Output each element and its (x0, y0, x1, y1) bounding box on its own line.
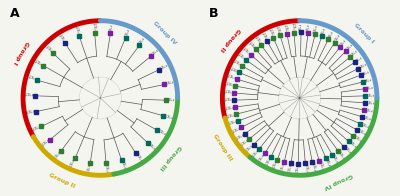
Text: LjCBL.x: LjCBL.x (364, 108, 374, 114)
Text: LjCBL.x: LjCBL.x (366, 93, 375, 98)
Text: LjCBL.x: LjCBL.x (108, 23, 114, 33)
Text: LjCBL.x: LjCBL.x (291, 23, 296, 33)
Text: Group II: Group II (48, 173, 76, 189)
Text: Group III: Group III (159, 143, 182, 170)
Text: LjCBL.x: LjCBL.x (25, 93, 34, 98)
Text: A: A (10, 7, 19, 20)
Text: LjCBL.x: LjCBL.x (226, 112, 236, 119)
Text: LjCBL.x: LjCBL.x (34, 59, 44, 67)
Text: LjCBL.x: LjCBL.x (147, 142, 156, 151)
Text: LjCBL.x: LjCBL.x (58, 34, 66, 44)
Text: LjCBL.x: LjCBL.x (318, 160, 324, 170)
Text: LjCBL.x: LjCBL.x (224, 98, 234, 103)
Text: LjCBL.x: LjCBL.x (44, 45, 54, 54)
Text: LjCBL.x: LjCBL.x (120, 160, 126, 170)
Text: Group I: Group I (354, 22, 375, 44)
Text: LjCBL.x: LjCBL.x (230, 67, 240, 74)
Text: LjCBL.x: LjCBL.x (26, 110, 36, 115)
Text: LjCBL.x: LjCBL.x (150, 49, 160, 57)
Text: LjCBL.x: LjCBL.x (225, 105, 235, 111)
Text: LjCBL.x: LjCBL.x (225, 82, 235, 88)
Text: LjCBL.x: LjCBL.x (245, 143, 255, 153)
Text: LjCBL.x: LjCBL.x (352, 134, 362, 143)
Text: LjCBL.x: LjCBL.x (258, 153, 266, 163)
Text: B: B (209, 7, 218, 20)
Text: LjCBL.x: LjCBL.x (280, 162, 286, 172)
Text: LjCBL.x: LjCBL.x (232, 126, 242, 134)
Text: LjCBL.x: LjCBL.x (360, 122, 370, 129)
Text: LjCBL.x: LjCBL.x (288, 163, 293, 173)
Text: LjCBL.x: LjCBL.x (320, 27, 327, 37)
Text: LjCBL.x: LjCBL.x (166, 98, 176, 103)
Text: Group IV: Group IV (323, 172, 353, 190)
Text: LjCBL.x: LjCBL.x (87, 163, 92, 173)
Text: LjCBL.x: LjCBL.x (265, 156, 272, 166)
Text: LjCBL.x: LjCBL.x (260, 32, 268, 42)
Text: LjCBL.x: LjCBL.x (74, 26, 81, 36)
Text: Group II: Group II (218, 27, 240, 52)
Text: Group I: Group I (12, 40, 30, 65)
Text: Group IV: Group IV (152, 21, 178, 46)
Text: LjCBL.x: LjCBL.x (163, 114, 173, 120)
Text: LjCBL.x: LjCBL.x (92, 23, 96, 33)
Text: LjCBL.x: LjCBL.x (41, 139, 51, 147)
Text: LjCBL.x: LjCBL.x (344, 43, 354, 53)
Text: LjCBL.x: LjCBL.x (240, 138, 250, 147)
Text: LjCBL.x: LjCBL.x (313, 24, 319, 34)
Text: LjCBL.x: LjCBL.x (304, 163, 308, 173)
Text: LjCBL.x: LjCBL.x (327, 30, 334, 40)
Text: LjCBL.x: LjCBL.x (348, 140, 357, 149)
Text: LjCBL.x: LjCBL.x (157, 129, 167, 137)
Text: LjCBL.x: LjCBL.x (228, 119, 238, 126)
Text: LjCBL.x: LjCBL.x (362, 115, 372, 122)
Text: LjCBL.x: LjCBL.x (296, 164, 300, 173)
Text: LjCBL.x: LjCBL.x (134, 152, 143, 162)
Text: LjCBL.x: LjCBL.x (363, 77, 373, 84)
Text: LjCBL.x: LjCBL.x (358, 62, 368, 70)
Text: LjCBL.x: LjCBL.x (236, 132, 245, 141)
Text: LjCBL.x: LjCBL.x (268, 28, 275, 38)
Text: LjCBL.x: LjCBL.x (233, 60, 243, 68)
Text: LjCBL.x: LjCBL.x (159, 64, 169, 71)
Text: LjCBL.x: LjCBL.x (333, 33, 342, 43)
Text: LjCBL.x: LjCBL.x (138, 36, 147, 46)
Text: LjCBL.x: LjCBL.x (324, 158, 332, 168)
Text: LjCBL.x: LjCBL.x (361, 70, 371, 77)
Text: LjCBL.x: LjCBL.x (251, 148, 260, 158)
Text: LjCBL.x: LjCBL.x (356, 128, 366, 136)
Text: LjCBL.x: LjCBL.x (365, 101, 375, 106)
Text: LjCBL.x: LjCBL.x (339, 38, 348, 48)
Text: LjCBL.x: LjCBL.x (28, 76, 38, 82)
Text: LjCBL.x: LjCBL.x (331, 154, 339, 164)
Text: LjCBL.x: LjCBL.x (237, 53, 247, 62)
Text: LjCBL.x: LjCBL.x (32, 125, 42, 132)
Text: LjCBL.x: LjCBL.x (104, 163, 109, 173)
Text: LjCBL.x: LjCBL.x (342, 145, 352, 155)
Text: LjCBL.x: LjCBL.x (248, 41, 257, 51)
Text: LjCBL.x: LjCBL.x (283, 24, 289, 34)
Text: LjCBL.x: LjCBL.x (310, 162, 316, 172)
Text: LjCBL.x: LjCBL.x (164, 81, 174, 86)
Text: LjCBL.x: LjCBL.x (272, 159, 279, 169)
Text: Group III: Group III (212, 134, 233, 162)
Text: LjCBL.x: LjCBL.x (365, 85, 374, 91)
Text: LjCBL.x: LjCBL.x (337, 150, 346, 160)
Text: LjCBL.x: LjCBL.x (299, 23, 303, 32)
Text: LjCBL.x: LjCBL.x (227, 74, 237, 81)
Text: LjCBL.x: LjCBL.x (224, 90, 234, 95)
Text: LjCBL.x: LjCBL.x (354, 55, 364, 64)
Text: LjCBL.x: LjCBL.x (306, 23, 311, 33)
Text: LjCBL.x: LjCBL.x (124, 28, 131, 38)
Text: LjCBL.x: LjCBL.x (350, 49, 359, 58)
Text: LjCBL.x: LjCBL.x (54, 150, 63, 160)
Text: LjCBL.x: LjCBL.x (70, 158, 77, 168)
Text: LjCBL.x: LjCBL.x (254, 36, 262, 46)
Text: LjCBL.x: LjCBL.x (242, 47, 252, 56)
Text: LjCBL.x: LjCBL.x (275, 26, 282, 36)
